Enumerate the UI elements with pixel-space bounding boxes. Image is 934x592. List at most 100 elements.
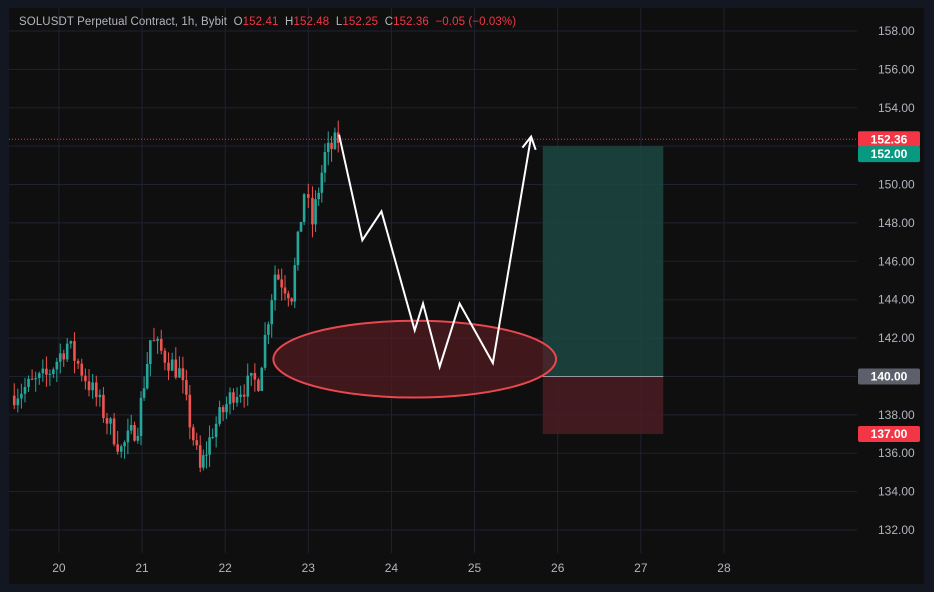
candle-body [263, 334, 267, 368]
candle-body [45, 368, 48, 375]
candle-body [280, 279, 283, 288]
entry-price-tag: 140.00 [871, 369, 908, 383]
projection-path [338, 134, 533, 371]
candle-body [136, 435, 140, 441]
candle-body [156, 338, 159, 341]
candle-body [105, 418, 109, 424]
chart-canvas[interactable]: 132.00 134.00 136.00 138.00 140.00 142.00 144.… [9, 8, 924, 584]
candle-body [249, 373, 253, 376]
candle-body [76, 360, 80, 364]
candle-body [87, 381, 91, 391]
candle-body [80, 363, 84, 376]
profit-zone [542, 146, 664, 377]
candle-body [34, 377, 37, 380]
candle-body [257, 379, 260, 391]
candle-body [27, 378, 30, 387]
price-tick-label: 158.00 [878, 24, 915, 38]
candle-body [48, 373, 52, 375]
candle-body [336, 132, 340, 143]
candle-body [333, 132, 337, 149]
open-value: 152.41 [242, 16, 279, 28]
candle-body [320, 172, 324, 193]
candle-body [119, 446, 123, 452]
price-tick-label: 156.00 [878, 62, 915, 76]
price-tick-label: 134.00 [878, 485, 915, 499]
candle-body [52, 369, 55, 374]
time-tick-label: 24 [385, 561, 399, 575]
target-price-tag: 152.00 [871, 147, 908, 161]
candle-body [109, 418, 112, 424]
candle-body [139, 397, 143, 436]
candle-body [246, 375, 250, 397]
high-value: 152.48 [293, 16, 330, 28]
time-tick-label: 21 [135, 561, 149, 575]
candle-body [123, 442, 126, 447]
candle-body [198, 445, 202, 468]
low-label: L [335, 16, 343, 28]
price-tick-label: 154.00 [878, 101, 915, 115]
annotations[interactable] [9, 134, 857, 399]
candle-body [317, 192, 320, 200]
candle-body [41, 368, 45, 374]
candle-body [65, 343, 69, 360]
candle-body [267, 324, 270, 335]
candle-body [152, 340, 156, 342]
candle-body [330, 142, 333, 149]
last-price-tag-bg [858, 131, 920, 148]
candle-body [55, 361, 59, 370]
time-tick-label: 20 [52, 561, 66, 575]
time-tick-label: 22 [218, 561, 232, 575]
price-tick-label: 144.00 [878, 293, 915, 307]
change-value: −0.05 (−0.03%) [435, 16, 517, 28]
candle-body [218, 407, 221, 424]
time-tick-label: 23 [302, 561, 316, 575]
candle-body [323, 151, 327, 173]
candle-body [129, 425, 133, 431]
candle-body [58, 353, 62, 362]
candle-body [167, 362, 170, 371]
candles [12, 120, 340, 473]
candle-body [126, 430, 130, 443]
candle-body [185, 380, 188, 395]
candle-body [211, 437, 214, 439]
candle-body [195, 440, 199, 446]
candle-body [202, 455, 205, 468]
candle-body [290, 298, 293, 302]
candle-body [94, 382, 98, 398]
axes: 132.00 134.00 136.00 138.00 140.00 142.00 144.… [52, 24, 920, 575]
candle-body [145, 364, 149, 389]
stop-price-tag-bg [858, 426, 920, 443]
candle-body [133, 425, 136, 441]
candle-body [232, 392, 235, 403]
candle-body [283, 287, 287, 294]
candle-body [306, 194, 310, 198]
price-tick-label: 150.00 [878, 178, 915, 192]
candle-body [253, 373, 257, 380]
candle-body [208, 437, 211, 455]
candle-body [149, 340, 152, 365]
candle-body [302, 194, 306, 222]
price-tick-label: 136.00 [878, 446, 915, 460]
candle-body [277, 274, 280, 280]
candle-body [163, 350, 167, 363]
candle-body [20, 393, 23, 399]
high-label: H [285, 16, 294, 28]
time-tick-label: 27 [634, 561, 648, 575]
support-zone-ellipse [272, 319, 558, 399]
position-zones[interactable] [542, 146, 664, 435]
candle-body [23, 386, 27, 394]
candle-body [228, 392, 232, 405]
candle-body [181, 368, 185, 381]
candle-body [16, 398, 20, 406]
candle-body [159, 338, 163, 351]
grid [9, 8, 857, 553]
price-tick-label: 138.00 [878, 408, 915, 422]
candle-body [273, 274, 277, 301]
price-tick-label: 142.00 [878, 331, 915, 345]
candle-body [287, 293, 290, 299]
price-tick-label: 146.00 [878, 254, 915, 268]
candle-body [270, 300, 274, 325]
candle-body [299, 221, 303, 232]
candle-body [221, 407, 225, 413]
time-tick-label: 28 [717, 561, 731, 575]
